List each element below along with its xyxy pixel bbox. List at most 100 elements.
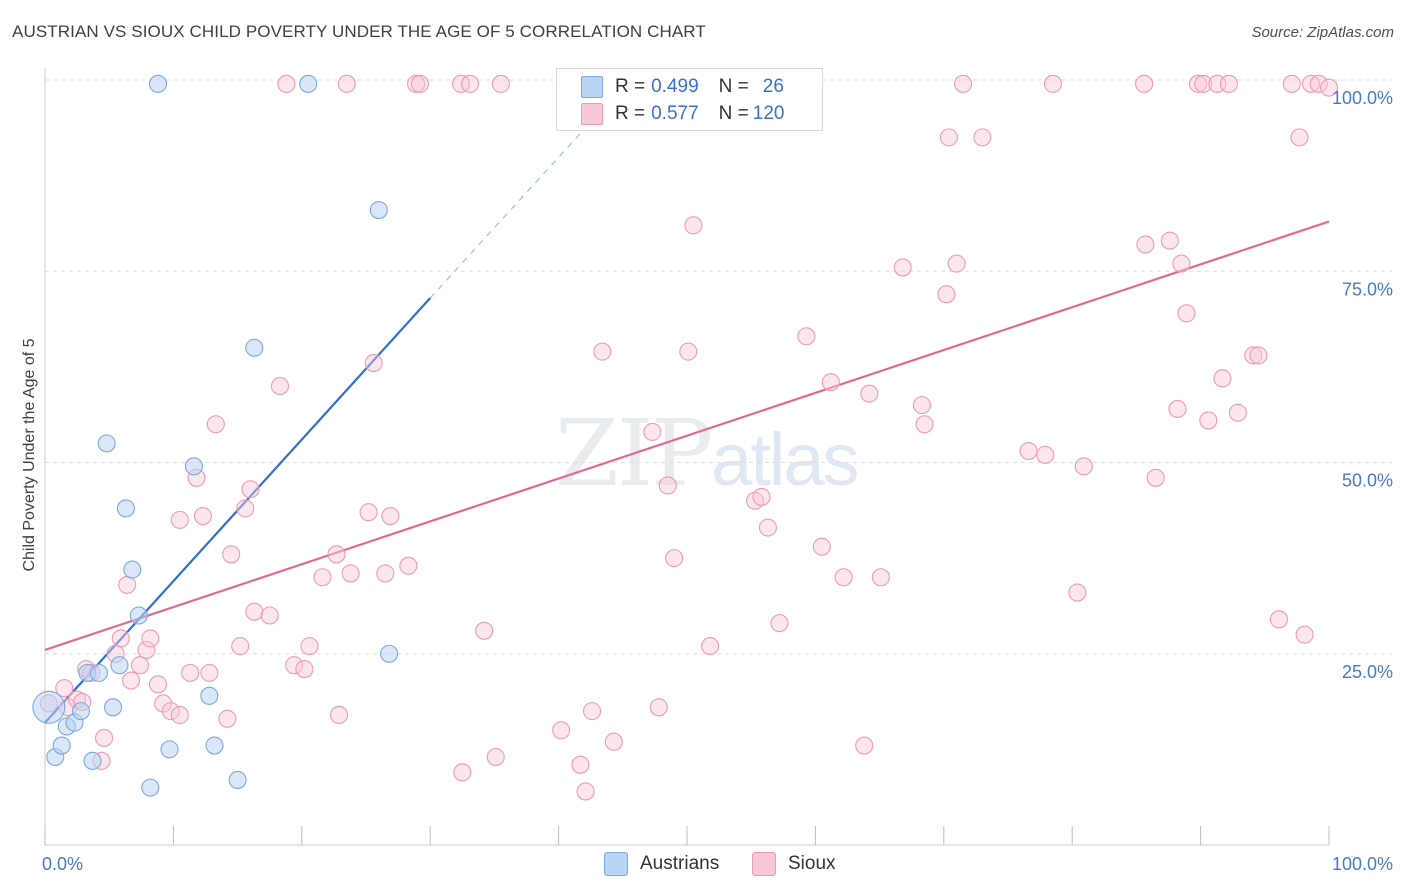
sioux-point [231,637,250,656]
austrians-point [205,736,224,755]
austrians-trend-line [44,297,432,724]
sioux-point [1199,411,1218,430]
sioux-point [453,763,472,782]
y-tick-label: 25.0% [1342,662,1393,682]
austrians-point [123,560,142,579]
source-label: Source: ZipAtlas.com [1251,24,1394,41]
sioux-point [812,537,831,556]
austrians-point [369,201,388,220]
sioux-point [701,637,720,656]
legend-n-label: N = [718,103,749,124]
sioux-point [118,575,137,594]
sioux-point [236,499,255,518]
sioux-point [1213,369,1232,388]
tick-labels: 25.0% 50.0% 75.0% 100.0% 0.0% 100.0% [42,88,1393,874]
austrians-point [129,606,148,625]
sioux-point [604,732,623,751]
axes [44,68,1330,846]
sioux-point [460,74,480,93]
sioux-points [39,74,1339,801]
sioux-point [260,606,279,625]
sioux-point [576,782,595,801]
sioux-point [1228,403,1247,422]
austrians-point [116,499,135,518]
legend-r-value: 0.499 [651,76,699,97]
sioux-point [1160,231,1179,250]
sioux-point [491,74,510,93]
sioux-point [475,621,494,640]
austrians-point [184,457,203,476]
y-tick-label: 50.0% [1342,471,1393,491]
sioux-point [821,373,840,392]
sioux-point [915,415,934,434]
y-tick-label: 75.0% [1342,279,1393,299]
sioux-point [758,518,777,537]
series-legend: Austrians Sioux [0,852,1406,876]
sioux-point [329,705,349,725]
austrians-point [380,644,399,663]
legend-item-austrians[interactable]: Austrians [604,852,719,876]
legend-r-label: R = [615,103,646,124]
austrians-point [160,740,179,759]
sioux-point [1194,74,1213,93]
sioux-point [1309,74,1328,93]
grid-lines [45,79,1392,655]
sioux-point [399,556,418,575]
austrians-point [104,698,123,717]
austrians-point [83,751,102,770]
sioux-point [684,216,703,235]
austrians-point [52,736,71,755]
sioux-point [359,503,378,522]
austrians-point [71,702,91,721]
sioux-point [148,675,168,694]
sioux-point [770,614,789,633]
legend-n-value: 120 [752,103,785,124]
sioux-point [937,285,956,304]
sioux-point [364,353,383,373]
sioux-point [193,506,212,526]
legend-item-sioux[interactable]: Sioux [752,852,836,876]
austrians-point [245,338,264,357]
sioux-point [170,510,189,529]
sioux-point [1282,74,1301,93]
sioux-point [341,564,360,583]
sioux-point [893,258,912,277]
sioux-point [1244,346,1263,365]
austrians-point [228,770,247,790]
sioux-point [206,415,225,434]
austrians-point [299,74,318,93]
sioux-point [161,702,180,721]
watermark: ZIPatlas [555,400,859,507]
sioux-point [582,702,602,721]
sioux-point [407,74,426,93]
sioux-point [973,128,992,147]
sioux-point [1146,468,1165,487]
austrians-point [89,663,108,682]
chart-title: AUSTRIAN VS SIOUX CHILD POVERTY UNDER TH… [12,22,706,41]
sioux-point [1188,74,1208,93]
sioux-point [1301,74,1321,93]
sioux-point [658,476,677,495]
sioux-point [300,637,319,656]
austrians-point [110,656,129,675]
sioux-point [111,629,130,648]
sioux-point [141,629,160,648]
sioux-point [486,747,505,767]
sioux-point [121,671,141,690]
sioux-point [295,659,314,679]
legend-n-value: 26 [762,76,784,97]
sioux-point [181,663,200,682]
sioux-swatch [581,103,603,125]
legend-row-austrians: R = 0.499 N = 26 [581,76,784,98]
sioux-point [855,736,874,755]
sioux-point [860,384,879,403]
sioux-point [1249,346,1268,365]
sioux-point [1177,304,1196,323]
austrians-legend-swatch [604,852,628,876]
sioux-point [327,545,346,564]
sioux-point [277,74,296,93]
sioux-point [218,709,237,728]
sioux-point [241,480,260,499]
correlation-legend: R = 0.499 N = 26 R = 0.577 N = 120 [556,68,823,131]
sioux-point [1168,399,1187,419]
